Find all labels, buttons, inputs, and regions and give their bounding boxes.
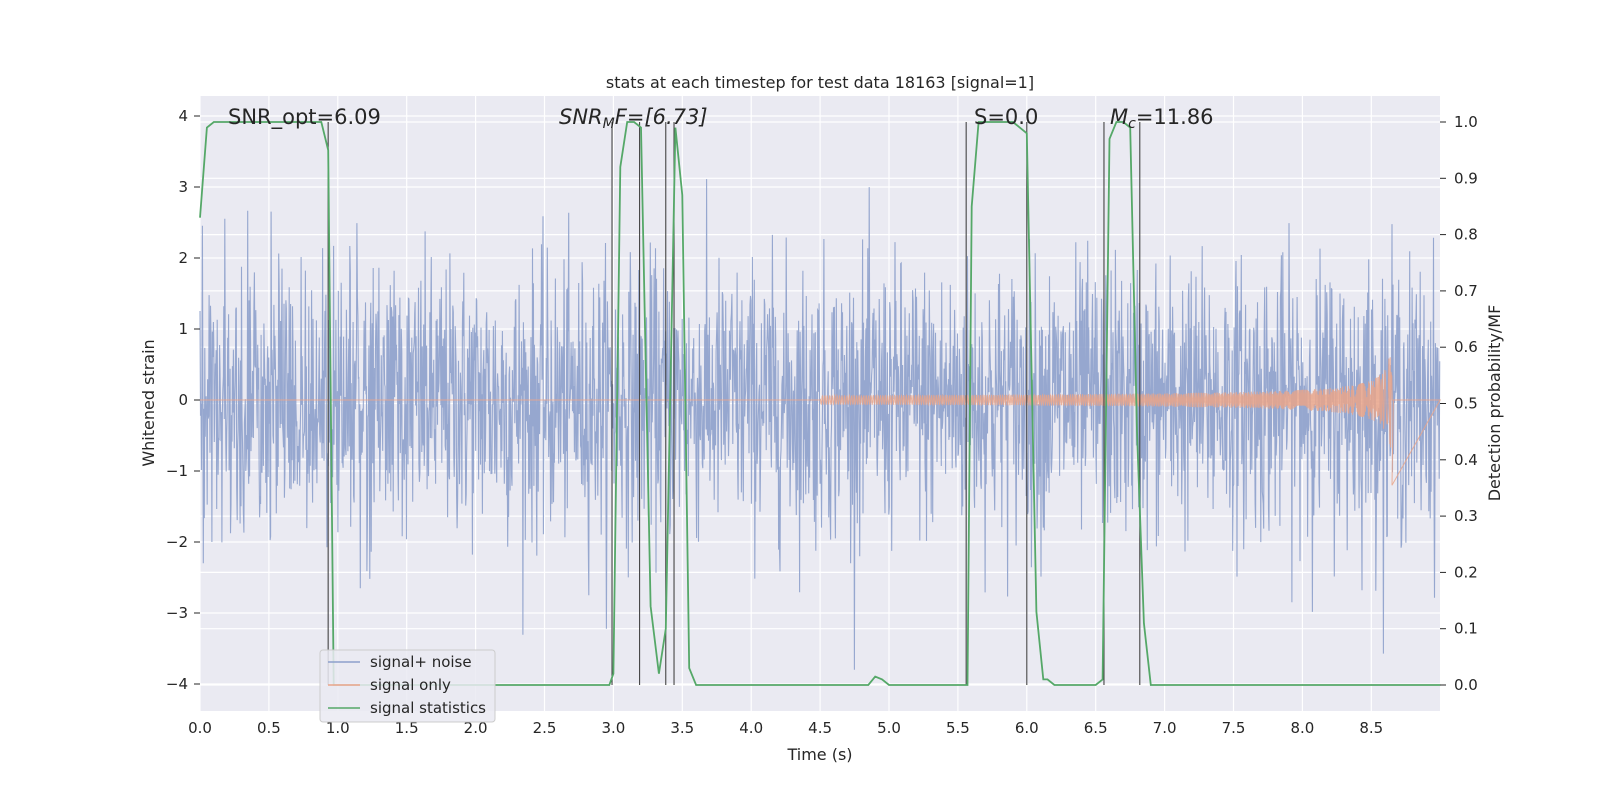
- x-tick-label: 8.5: [1359, 719, 1383, 737]
- chirp-series: [200, 357, 1442, 486]
- x-tick-label: 6.5: [1084, 719, 1108, 737]
- x-tick-label: 0.5: [257, 719, 281, 737]
- x-tick-label: 5.0: [877, 719, 901, 737]
- annotation-snr-opt: SNR_opt=6.09: [228, 105, 381, 130]
- legend-box: [319, 649, 496, 723]
- y-tick-label: −1: [166, 462, 188, 480]
- x-tick-label: 3.0: [601, 719, 625, 737]
- legend-label-stats: signal statistics: [370, 699, 486, 717]
- y2-axis-ticks: 0.0 0.1 0.2 0.3 0.4 0.5 0.6 0.7 0.8 0.9 1.0: [1440, 113, 1478, 694]
- statistics-series: [199, 121, 1441, 686]
- y-axis-ticks: −4 −3 −2 −1 0 1 2 3 4: [166, 107, 200, 693]
- x-tick-label: 8.0: [1290, 719, 1314, 737]
- y2-tick-label: 0.6: [1454, 338, 1478, 356]
- x-tick-label: 6.0: [1015, 719, 1039, 737]
- x-tick-label: 4.5: [808, 719, 832, 737]
- x-axis-ticks: 0.0 0.5 1.0 1.5 2.0 2.5 3.0 3.5 4.0 4.5 5.0 5.5 6.0 6…: [188, 719, 1383, 737]
- x-tick-label: 7.5: [1222, 719, 1246, 737]
- statistics-trace: [199, 121, 1441, 686]
- y-tick-label: 2: [178, 249, 188, 267]
- y2-tick-label: 0.5: [1454, 395, 1478, 413]
- y-tick-label: −4: [166, 675, 188, 693]
- x-tick-label: 4.0: [739, 719, 763, 737]
- x-tick-label: 3.5: [670, 719, 694, 737]
- legend-label-noise: signal+ noise: [370, 653, 472, 671]
- annotation-mc: Mc=11.86: [1110, 105, 1214, 132]
- chirp-trace: [200, 357, 1442, 486]
- y-tick-label: 1: [178, 320, 188, 338]
- x-tick-label: 1.5: [395, 719, 419, 737]
- chart-title: stats at each timestep for test data 181…: [606, 73, 1034, 92]
- x-tick-label: 5.5: [946, 719, 970, 737]
- noise-trace: [199, 179, 1441, 670]
- y2-axis-label: Detection probability/MF: [1485, 305, 1504, 502]
- x-tick-label: 1.0: [326, 719, 350, 737]
- y2-tick-label: 1.0: [1454, 113, 1478, 131]
- y2-tick-label: 0.3: [1454, 507, 1478, 525]
- legend-label-signal: signal only: [370, 676, 451, 694]
- y-tick-label: −3: [166, 604, 188, 622]
- annotation-snr-mf: SNRMF=[6.73]: [559, 105, 708, 132]
- legend: signal+ noise signal only signal statist…: [319, 649, 496, 723]
- x-axis-label: Time (s): [786, 745, 852, 764]
- noise-series: [199, 179, 1441, 670]
- x-tick-label: 2.5: [533, 719, 557, 737]
- y2-tick-label: 0.9: [1454, 169, 1478, 187]
- y2-tick-label: 0.0: [1454, 676, 1478, 694]
- y-axis-label: Whitened strain: [139, 339, 158, 466]
- y-tick-label: 3: [178, 178, 188, 196]
- x-tick-label: 2.0: [464, 719, 488, 737]
- y-tick-label: 0: [178, 391, 188, 409]
- y-tick-label: 4: [178, 107, 188, 125]
- x-tick-label: 0.0: [188, 719, 212, 737]
- y2-tick-label: 0.7: [1454, 282, 1478, 300]
- annotation-s-stat: S=0.0: [974, 105, 1038, 129]
- y2-tick-label: 0.2: [1454, 563, 1478, 581]
- y2-tick-label: 0.1: [1454, 620, 1478, 638]
- x-tick-label: 7.0: [1153, 719, 1177, 737]
- y2-tick-label: 0.4: [1454, 451, 1478, 469]
- y2-tick-label: 0.8: [1454, 226, 1478, 244]
- y-tick-label: −2: [166, 533, 188, 551]
